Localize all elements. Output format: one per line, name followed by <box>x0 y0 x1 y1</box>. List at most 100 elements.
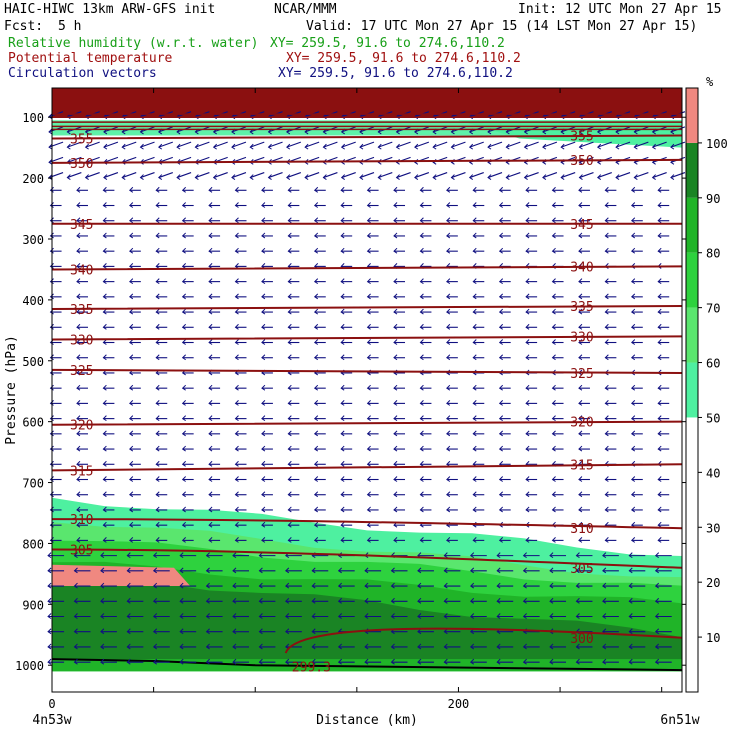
wind-vector <box>393 476 406 482</box>
wind-vector <box>364 658 382 665</box>
theta-label-left: 320 <box>70 419 93 434</box>
theta-contour-305 <box>51 548 683 569</box>
wind-vector <box>234 354 247 361</box>
wind-vector <box>267 172 283 180</box>
wind-vector <box>525 491 538 498</box>
wind-vector <box>155 247 168 254</box>
wind-vector <box>498 400 511 406</box>
wind-vector <box>340 278 353 285</box>
wind-vector <box>340 476 353 482</box>
valid-time: Valid: 17 UTC Mon 27 Apr 15 (14 LST Mon … <box>306 19 698 34</box>
wind-vector <box>472 293 485 300</box>
wind-vector <box>194 172 210 180</box>
wind-vector <box>311 643 329 650</box>
wind-vector <box>48 156 64 165</box>
wind-vector <box>258 613 276 619</box>
wind-vector <box>498 247 511 254</box>
wind-vector <box>364 643 382 650</box>
plot-frame <box>51 87 683 693</box>
theta-label-right: 315 <box>570 458 593 473</box>
wind-vector <box>304 141 320 150</box>
wind-vector <box>234 537 247 543</box>
wind-vector <box>525 323 538 330</box>
wind-vector <box>313 491 326 498</box>
wind-vector <box>551 537 564 543</box>
wind-vector <box>578 415 590 422</box>
wind-vector <box>551 293 564 300</box>
wind-vector <box>359 172 375 180</box>
wind-vector <box>155 217 168 224</box>
wind-vector <box>472 217 485 224</box>
wind-vector <box>472 430 485 437</box>
wind-vector <box>337 582 355 589</box>
wind-vector <box>522 643 540 650</box>
y-tick-label: 800 <box>22 537 44 551</box>
wind-vector <box>76 354 88 361</box>
wind-vector <box>129 323 141 330</box>
wind-vector <box>234 278 247 285</box>
wind-vector <box>578 384 590 391</box>
wind-vector <box>76 445 88 452</box>
wind-vector <box>522 658 540 665</box>
wind-vector <box>76 217 88 224</box>
wind-vector <box>549 552 567 559</box>
wind-vector <box>498 217 511 224</box>
wind-vector <box>419 445 432 452</box>
colorbar-bin-90 <box>686 142 698 198</box>
wind-vector <box>208 521 221 528</box>
wind-vector <box>419 247 432 254</box>
wind-vector <box>340 445 353 452</box>
wind-vector <box>287 202 300 208</box>
wind-vector <box>313 460 326 467</box>
wind-vector <box>258 552 276 559</box>
wind-vector <box>498 186 511 193</box>
wind-vector <box>100 613 117 619</box>
wind-vector <box>208 491 221 498</box>
theta-label-right: 300 <box>570 632 593 647</box>
wind-vector <box>498 232 511 239</box>
wind-vector <box>258 628 276 635</box>
wind-vector <box>102 354 115 361</box>
wind-vector <box>258 582 276 589</box>
theta-label-left: 305 <box>70 544 93 559</box>
wind-vector <box>604 506 617 513</box>
wind-vector <box>390 658 408 665</box>
wind-vector <box>417 643 434 650</box>
wind-vector <box>551 384 564 391</box>
wind-vector <box>631 293 643 300</box>
wind-vector <box>76 537 88 543</box>
wind-vector <box>340 308 353 315</box>
wind-vector <box>234 445 247 452</box>
wind-vector <box>446 308 458 315</box>
wind-vector <box>575 643 593 650</box>
wind-vector <box>602 567 619 574</box>
wind-vector <box>578 430 590 437</box>
wind-vector <box>419 186 432 193</box>
wind-vector <box>261 430 273 437</box>
wind-vector <box>208 247 221 254</box>
wind-vector <box>287 186 300 193</box>
wind-vector <box>155 430 168 437</box>
wind-vector <box>181 506 194 513</box>
wind-vector <box>604 476 617 482</box>
wind-vector <box>657 506 670 513</box>
wind-vector <box>155 263 168 269</box>
wind-vector <box>469 582 487 589</box>
wind-vector <box>340 217 353 224</box>
theta-contour-320 <box>51 420 683 426</box>
wind-vector <box>498 537 511 543</box>
wind-vector <box>311 567 329 574</box>
wind-vector <box>129 186 141 193</box>
wind-vector <box>525 339 538 345</box>
wind-vector <box>498 293 511 300</box>
wind-vector <box>76 491 88 498</box>
wind-vector <box>340 202 353 208</box>
wind-vector <box>364 567 382 574</box>
x-tick-label: 0 <box>48 697 55 711</box>
rh-region-90 <box>52 568 682 660</box>
wind-vector <box>575 613 593 619</box>
wind-vector <box>102 339 115 345</box>
wind-vector <box>102 445 115 452</box>
wind-vector <box>654 582 672 589</box>
wind-vector <box>560 141 576 150</box>
